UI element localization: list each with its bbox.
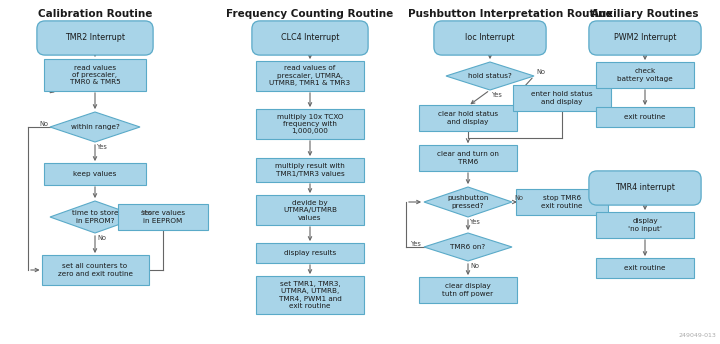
FancyBboxPatch shape [589,171,701,205]
Text: Auxiliary Routines: Auxiliary Routines [591,9,698,19]
Polygon shape [446,62,534,90]
FancyBboxPatch shape [513,85,611,111]
Text: display results: display results [284,250,336,256]
Polygon shape [424,233,512,261]
Polygon shape [50,112,140,142]
Text: PWM2 Interrupt: PWM2 Interrupt [614,33,676,43]
Text: enter hold status
and display: enter hold status and display [531,91,593,105]
Text: No: No [97,235,106,241]
FancyBboxPatch shape [596,212,694,238]
FancyBboxPatch shape [44,59,146,91]
Text: Yes: Yes [411,241,422,247]
Text: No: No [536,69,545,75]
Text: No: No [514,195,523,201]
FancyBboxPatch shape [256,158,364,182]
FancyBboxPatch shape [256,109,364,139]
Text: store values
in EEPROM: store values in EEPROM [141,210,185,224]
FancyBboxPatch shape [44,163,146,185]
Polygon shape [50,201,140,233]
Text: display
'no input': display 'no input' [628,218,662,232]
Text: exit routine: exit routine [624,114,666,120]
FancyBboxPatch shape [256,276,364,314]
Text: clear display
tutn off power: clear display tutn off power [442,283,494,297]
Text: Yes: Yes [492,92,503,98]
Text: clear hold status
and display: clear hold status and display [438,111,498,125]
Text: stop TMR6
exit routine: stop TMR6 exit routine [541,195,582,209]
Text: time to store
in EPROM?: time to store in EPROM? [72,210,118,224]
Text: TMR2 Interrupt: TMR2 Interrupt [65,33,125,43]
FancyBboxPatch shape [256,61,364,91]
Text: multiply result with
TMR1/TMR3 values: multiply result with TMR1/TMR3 values [275,163,345,177]
Text: multiply 10x TCXO
frequency with
1,000,000: multiply 10x TCXO frequency with 1,000,0… [276,114,343,135]
FancyBboxPatch shape [118,204,208,230]
FancyBboxPatch shape [256,195,364,225]
Text: No: No [39,121,48,127]
Text: hold status?: hold status? [468,73,512,79]
Text: clear and turn on
TRM6: clear and turn on TRM6 [437,151,499,165]
Text: pushbutton
pressed?: pushbutton pressed? [447,195,489,209]
Text: Yes: Yes [97,144,108,150]
Text: Calibration Routine: Calibration Routine [38,9,152,19]
FancyBboxPatch shape [589,21,701,55]
Text: No: No [470,263,479,269]
Text: set TMR1, TMR3,
UTMRA, UTMRB,
TMR4, PWM1 and
exit routine: set TMR1, TMR3, UTMRA, UTMRB, TMR4, PWM1… [279,281,341,309]
Text: within range?: within range? [71,124,120,130]
Text: 249049-013: 249049-013 [678,333,716,338]
Text: TMR6 on?: TMR6 on? [451,244,485,250]
FancyBboxPatch shape [37,21,153,55]
Text: devide by
UTMRA/UTMRB
values: devide by UTMRA/UTMRB values [283,200,337,221]
Text: Yes: Yes [470,219,481,225]
Text: check
battery voltage: check battery voltage [617,68,673,82]
FancyBboxPatch shape [516,189,608,215]
FancyBboxPatch shape [256,243,364,263]
Text: TMR4 interrupt: TMR4 interrupt [615,183,675,193]
FancyBboxPatch shape [596,258,694,278]
Text: read values of
prescaler, UTMRA,
UTMRB, TMR1 & TMR3: read values of prescaler, UTMRA, UTMRB, … [269,65,351,86]
FancyBboxPatch shape [42,255,148,285]
FancyBboxPatch shape [596,107,694,127]
Text: CLC4 Interrupt: CLC4 Interrupt [281,33,339,43]
FancyBboxPatch shape [252,21,368,55]
Text: Frequency Counting Routine: Frequency Counting Routine [226,9,394,19]
Text: Pushbutton Interpretation Routine: Pushbutton Interpretation Routine [408,9,612,19]
FancyBboxPatch shape [596,62,694,88]
Text: exit routine: exit routine [624,265,666,271]
FancyBboxPatch shape [434,21,546,55]
Text: set all counters to
zero and exit routine: set all counters to zero and exit routin… [58,263,132,277]
FancyBboxPatch shape [419,105,517,131]
Text: read values
of prescaler,
TMR0 & TMR5: read values of prescaler, TMR0 & TMR5 [70,65,120,86]
Polygon shape [424,187,512,217]
Text: Yes: Yes [142,210,153,216]
FancyBboxPatch shape [419,277,517,303]
Text: Ioc Interrupt: Ioc Interrupt [465,33,515,43]
FancyBboxPatch shape [419,145,517,171]
Text: keep values: keep values [73,171,117,177]
